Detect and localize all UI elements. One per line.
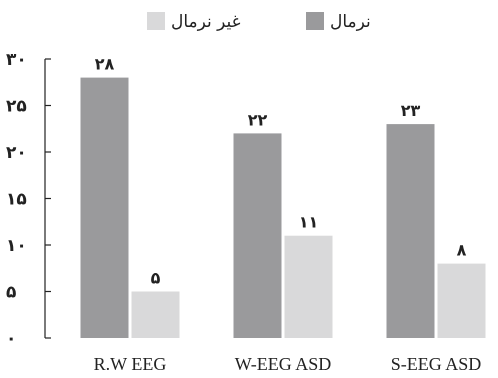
bar-value-label: ۸ (457, 241, 467, 260)
bar-normal (80, 77, 129, 338)
bar-abnormal (437, 263, 486, 338)
legend: نرمال غیر نرمال (147, 12, 371, 32)
y-tick-label: ۱۰ (6, 236, 27, 256)
legend-label-abnormal: غیر نرمال (171, 12, 241, 32)
y-tick-label: ۲۰ (6, 143, 27, 163)
bar-normal (233, 133, 282, 338)
y-tick-label: ۲۵ (6, 97, 27, 117)
data-labels: ۲۸ ۵ ۲۲ ۱۱ ۲۳ ۸ (95, 55, 467, 288)
x-axis: R.W EEG W-EEG ASD S-EEG ASD (94, 354, 482, 374)
bar-value-label: ۲۲ (248, 110, 268, 129)
bar-abnormal (131, 291, 180, 338)
bar-value-label: ۵ (151, 269, 161, 288)
y-tick-label: ۳۰ (6, 50, 27, 70)
legend-swatch-normal (306, 12, 324, 30)
x-category-label: R.W EEG (94, 354, 167, 374)
legend-label-normal: نرمال (330, 12, 371, 32)
y-tick-label: ۱۵ (6, 190, 27, 210)
bar-abnormal (284, 235, 333, 338)
x-category-label: S-EEG ASD (391, 354, 482, 374)
x-category-label: W-EEG ASD (235, 354, 332, 374)
bar-value-label: ۲۳ (401, 101, 421, 120)
y-axis: ۰ ۵ ۱۰ ۱۵ ۲۰ ۲۵ ۳۰ (6, 50, 51, 349)
y-tick-label: ۵ (6, 283, 16, 303)
legend-swatch-abnormal (147, 12, 165, 30)
bar-normal (386, 124, 435, 338)
bars (80, 77, 486, 338)
bar-value-label: ۲۸ (95, 55, 115, 74)
y-tick-label: ۰ (6, 329, 16, 349)
bar-value-label: ۱۱ (299, 213, 319, 232)
